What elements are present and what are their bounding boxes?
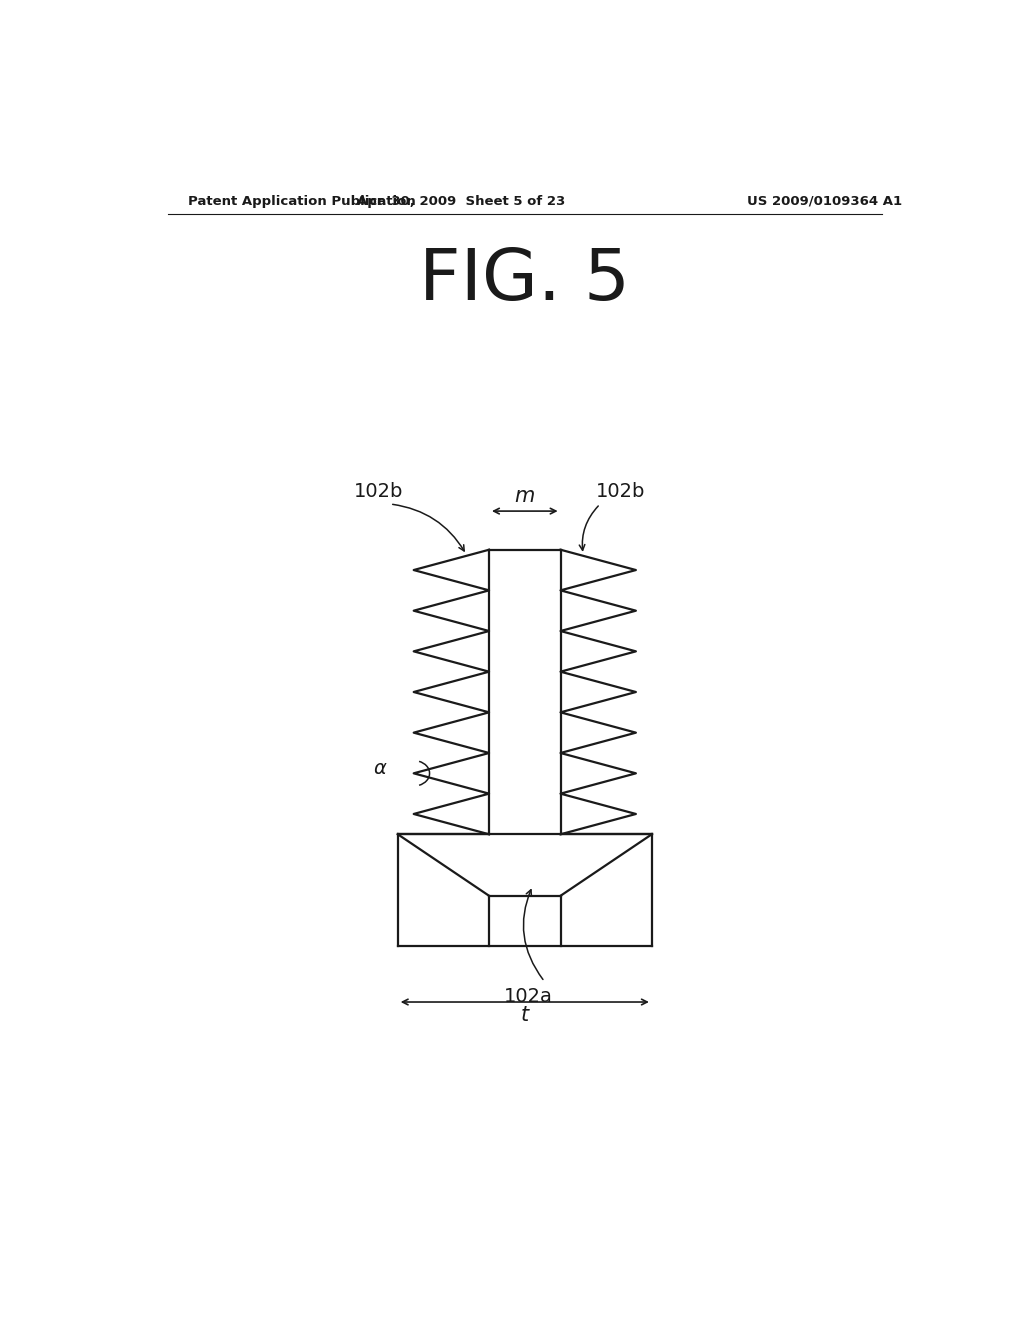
Text: Patent Application Publication: Patent Application Publication xyxy=(187,194,416,207)
Text: 102b: 102b xyxy=(354,482,403,502)
Text: m: m xyxy=(515,486,535,506)
Text: US 2009/0109364 A1: US 2009/0109364 A1 xyxy=(748,194,902,207)
Text: α: α xyxy=(373,759,386,777)
Text: FIG. 5: FIG. 5 xyxy=(419,246,631,315)
Text: 102b: 102b xyxy=(596,482,645,502)
Text: Apr. 30, 2009  Sheet 5 of 23: Apr. 30, 2009 Sheet 5 of 23 xyxy=(357,194,565,207)
Text: 102a: 102a xyxy=(505,987,553,1006)
Text: t: t xyxy=(521,1005,528,1026)
